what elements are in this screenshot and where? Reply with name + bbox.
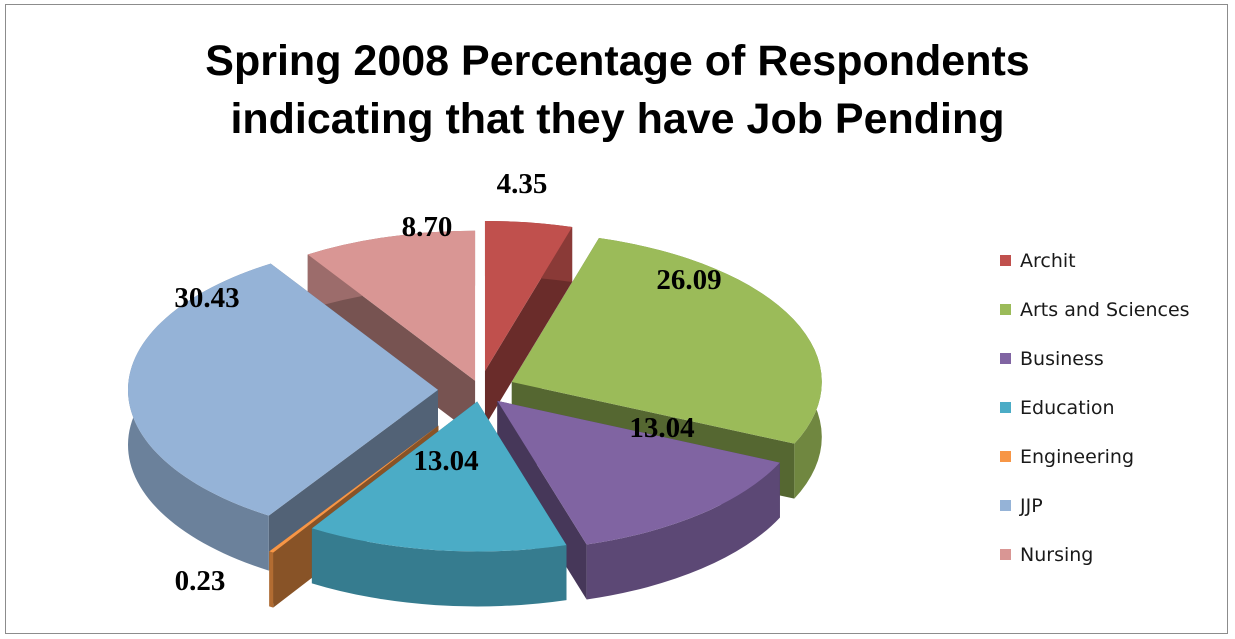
chart-title: Spring 2008 Percentage of Respondents in…	[0, 32, 1235, 148]
legend-item: Business	[1000, 334, 1190, 383]
data-label-nursing: 8.70	[402, 211, 453, 243]
legend-label: Nursing	[1020, 543, 1094, 566]
data-label-jjp: 30.43	[174, 282, 239, 314]
legend-swatch	[1000, 353, 1011, 364]
data-label-education: 13.04	[413, 445, 478, 477]
legend-swatch	[1000, 549, 1011, 560]
legend-label: Engineering	[1020, 445, 1134, 468]
chart-title-line-1: Spring 2008 Percentage of Respondents	[205, 37, 1030, 85]
legend-label: JJP	[1020, 494, 1043, 517]
legend-item: Nursing	[1000, 530, 1190, 579]
slice-business	[497, 400, 780, 545]
data-label-engineering: 0.23	[175, 565, 226, 597]
legend-item: Arts and Sciences	[1000, 285, 1190, 334]
legend-swatch	[1000, 451, 1011, 462]
slice-arts-and-sciences	[511, 238, 822, 444]
slice-engineering	[269, 425, 439, 553]
slice-education	[311, 401, 567, 552]
legend-swatch	[1000, 255, 1011, 266]
legend-label: Business	[1020, 347, 1104, 370]
legend-item: Archit	[1000, 236, 1190, 285]
legend-item: Engineering	[1000, 432, 1190, 481]
legend: Archit Arts and Sciences Business Education…	[1000, 236, 1190, 579]
legend-swatch	[1000, 304, 1011, 315]
data-label-arts-and-sciences: 26.09	[656, 264, 721, 296]
legend-item: Education	[1000, 383, 1190, 432]
data-label-business: 13.04	[629, 412, 694, 444]
legend-swatch	[1000, 402, 1011, 413]
pie-slices	[128, 220, 822, 553]
legend-label: Education	[1020, 396, 1115, 419]
legend-swatch	[1000, 500, 1011, 511]
slice-nursing	[307, 230, 476, 381]
slice-jjp	[128, 263, 439, 516]
data-label-archit: 4.35	[497, 168, 548, 200]
pie-data-labels: 4.35 26.09 13.04 13.04 0.23 30.43 8.70	[174, 168, 721, 597]
legend-label: Arts and Sciences	[1020, 298, 1190, 321]
slice-archit	[484, 220, 573, 371]
chart-title-line-2: indicating that they have Job Pending	[230, 95, 1005, 143]
legend-item: JJP	[1000, 481, 1190, 530]
legend-label: Archit	[1020, 249, 1076, 272]
